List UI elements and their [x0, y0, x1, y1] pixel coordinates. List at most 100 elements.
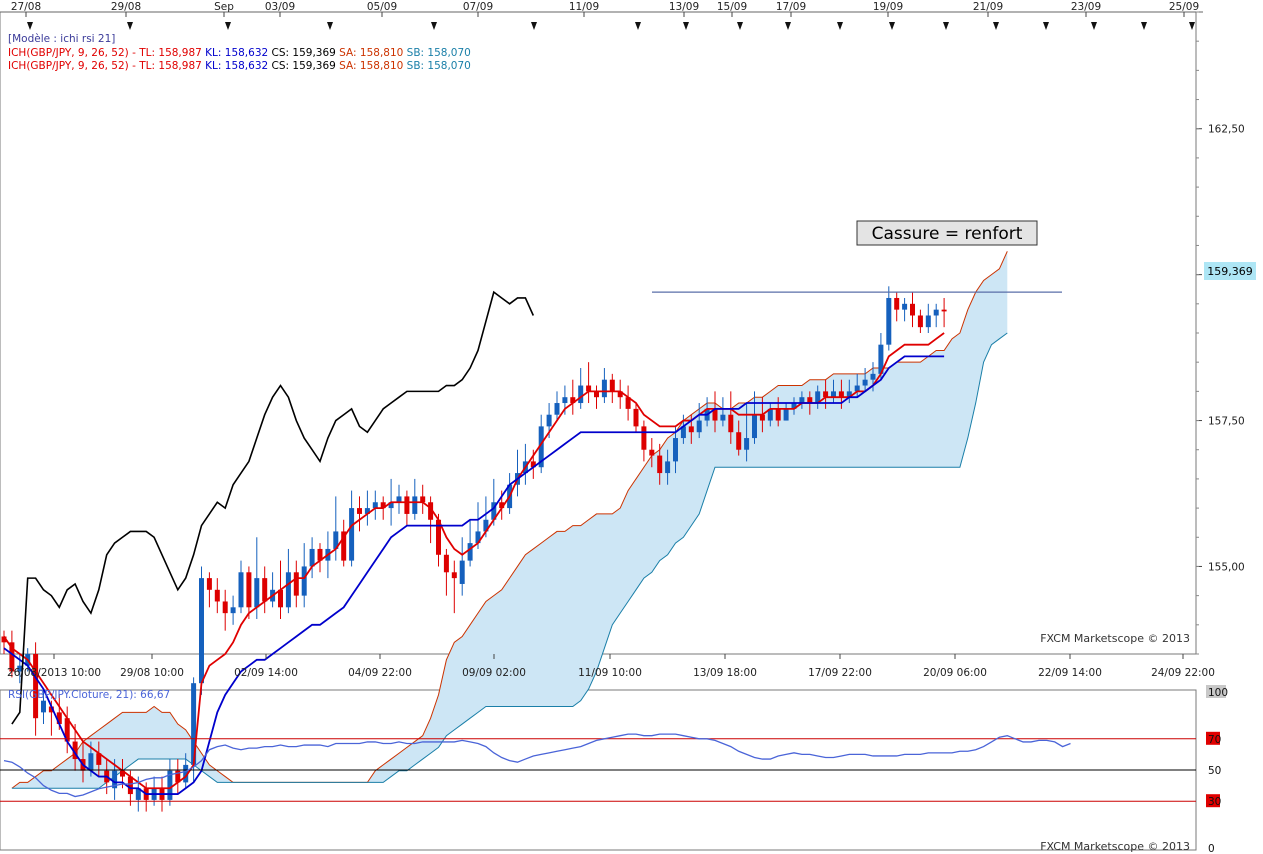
candle-body	[56, 712, 62, 725]
candle-body	[862, 379, 868, 386]
rsi-level-badge	[1206, 731, 1220, 745]
candle-body	[301, 566, 307, 596]
price-tick-label: 155,00	[1208, 561, 1245, 573]
time-tick-label: 09/09 02:00	[462, 667, 526, 679]
candle-body	[112, 770, 118, 789]
candle-body	[823, 391, 829, 398]
rsi-label: RSI(GBP/JPY.Cloture, 21): 66,67	[8, 689, 170, 701]
candle-body	[941, 309, 947, 312]
top-date-label: 25/09	[1169, 1, 1199, 13]
session-marker	[683, 22, 689, 30]
candle-body	[183, 764, 189, 783]
top-date-label: Sep	[214, 1, 234, 13]
ichimoku-cloud	[11, 251, 1008, 789]
candle-body	[317, 548, 323, 561]
candle-body	[570, 397, 576, 404]
rsi-line	[3, 733, 1071, 798]
rsi-tick-label: 50	[1208, 765, 1221, 777]
candle-body	[799, 397, 805, 404]
template-label: [Modèle : ichi rsi 21]	[8, 33, 115, 45]
top-date-label: 11/09	[569, 1, 599, 13]
candle-body	[925, 315, 931, 328]
last-price-label: 159,369	[1207, 265, 1253, 278]
candle-body	[878, 344, 884, 374]
candle-body	[562, 397, 568, 404]
chikou-line	[11, 290, 535, 725]
time-tick-label: 02/09 14:00	[234, 667, 298, 679]
candle-body	[641, 426, 647, 450]
candle-body	[609, 379, 615, 392]
legend-tl: TL: 158,987	[136, 60, 202, 72]
price-tick-label: 157,50	[1208, 416, 1245, 428]
candle-body	[712, 408, 718, 421]
candle-body	[759, 414, 765, 421]
candle-body	[396, 496, 402, 503]
watermark-main: FXCM Marketscope © 2013	[1040, 632, 1190, 645]
candle-body	[167, 770, 173, 800]
top-date-label: 03/09	[265, 1, 295, 13]
session-marker	[1141, 22, 1147, 30]
candle-body	[420, 496, 426, 503]
session-marker	[993, 22, 999, 30]
candle-body	[807, 397, 813, 404]
price-tick-label: 162,50	[1208, 124, 1245, 136]
candle-body	[917, 315, 923, 328]
candle-body	[206, 578, 212, 590]
session-marker	[889, 22, 895, 30]
candle-body	[767, 408, 773, 421]
candle-body	[870, 373, 876, 380]
candle-body	[120, 770, 125, 777]
candle-body	[483, 519, 489, 532]
session-marker	[837, 22, 843, 30]
candle-body	[696, 420, 702, 433]
candle-body	[902, 303, 908, 310]
candle-body	[17, 665, 23, 672]
top-date-label: 29/08	[111, 1, 141, 13]
candle-body	[538, 426, 544, 468]
candle-body	[96, 753, 102, 765]
rsi-tick-label: 70	[1208, 734, 1221, 746]
rsi-level-badge	[1206, 794, 1220, 808]
candle-body	[744, 438, 750, 450]
candle-body	[254, 578, 260, 608]
rsi-tick-label: 30	[1208, 796, 1221, 808]
legend: [Modèle : ichi rsi 21] ICH(GBP/JPY, 9, 2…	[8, 33, 471, 72]
legend-sa: SA: 158,810	[336, 47, 404, 59]
time-tick-label: 22/09 14:00	[1038, 667, 1102, 679]
candle-body	[791, 403, 797, 409]
candle-body	[673, 438, 678, 462]
candle-body	[41, 700, 46, 713]
candle-body	[894, 297, 900, 310]
candle-body	[838, 391, 844, 398]
candle-body	[846, 391, 852, 398]
top-date-label: 21/09	[973, 1, 1003, 13]
time-tick-label: 20/09 06:00	[923, 667, 987, 679]
rsi-panel	[0, 733, 1196, 802]
time-tick-label: 04/09 22:00	[348, 667, 412, 679]
candle-body	[594, 391, 599, 398]
candle-body	[1, 636, 7, 643]
time-tick-label: 11/09 10:00	[578, 667, 642, 679]
rsi-level-badge	[1206, 685, 1226, 698]
candle-body	[499, 502, 505, 509]
legend-row: ICH(GBP/JPY, 9, 26, 52) - TL: 158,987 KL…	[8, 47, 471, 59]
legend-kl: KL: 158,632	[202, 60, 268, 72]
price-grid	[0, 11, 1197, 851]
candle-body	[127, 776, 133, 795]
candle-body	[665, 461, 671, 474]
candle-body	[680, 426, 686, 439]
kijun-line	[3, 355, 945, 795]
annotation-callout[interactable]: Cassure = renfort	[856, 220, 1038, 246]
top-date-label: 23/09	[1071, 1, 1101, 13]
legend-sa: SA: 158,810	[336, 60, 404, 72]
legend-sb: SB: 158,070	[403, 60, 471, 72]
candle-body	[546, 414, 552, 427]
session-marker	[225, 22, 231, 30]
session-marker	[1189, 22, 1195, 30]
legend-sb: SB: 158,070	[403, 47, 471, 59]
ichimoku-lines	[3, 290, 1062, 795]
candle-body	[617, 391, 623, 398]
legend-cs: CS: 159,369	[268, 47, 336, 59]
time-tick-label: 29/08 10:00	[120, 667, 184, 679]
time-tick-label: 24/09 22:00	[1151, 667, 1215, 679]
